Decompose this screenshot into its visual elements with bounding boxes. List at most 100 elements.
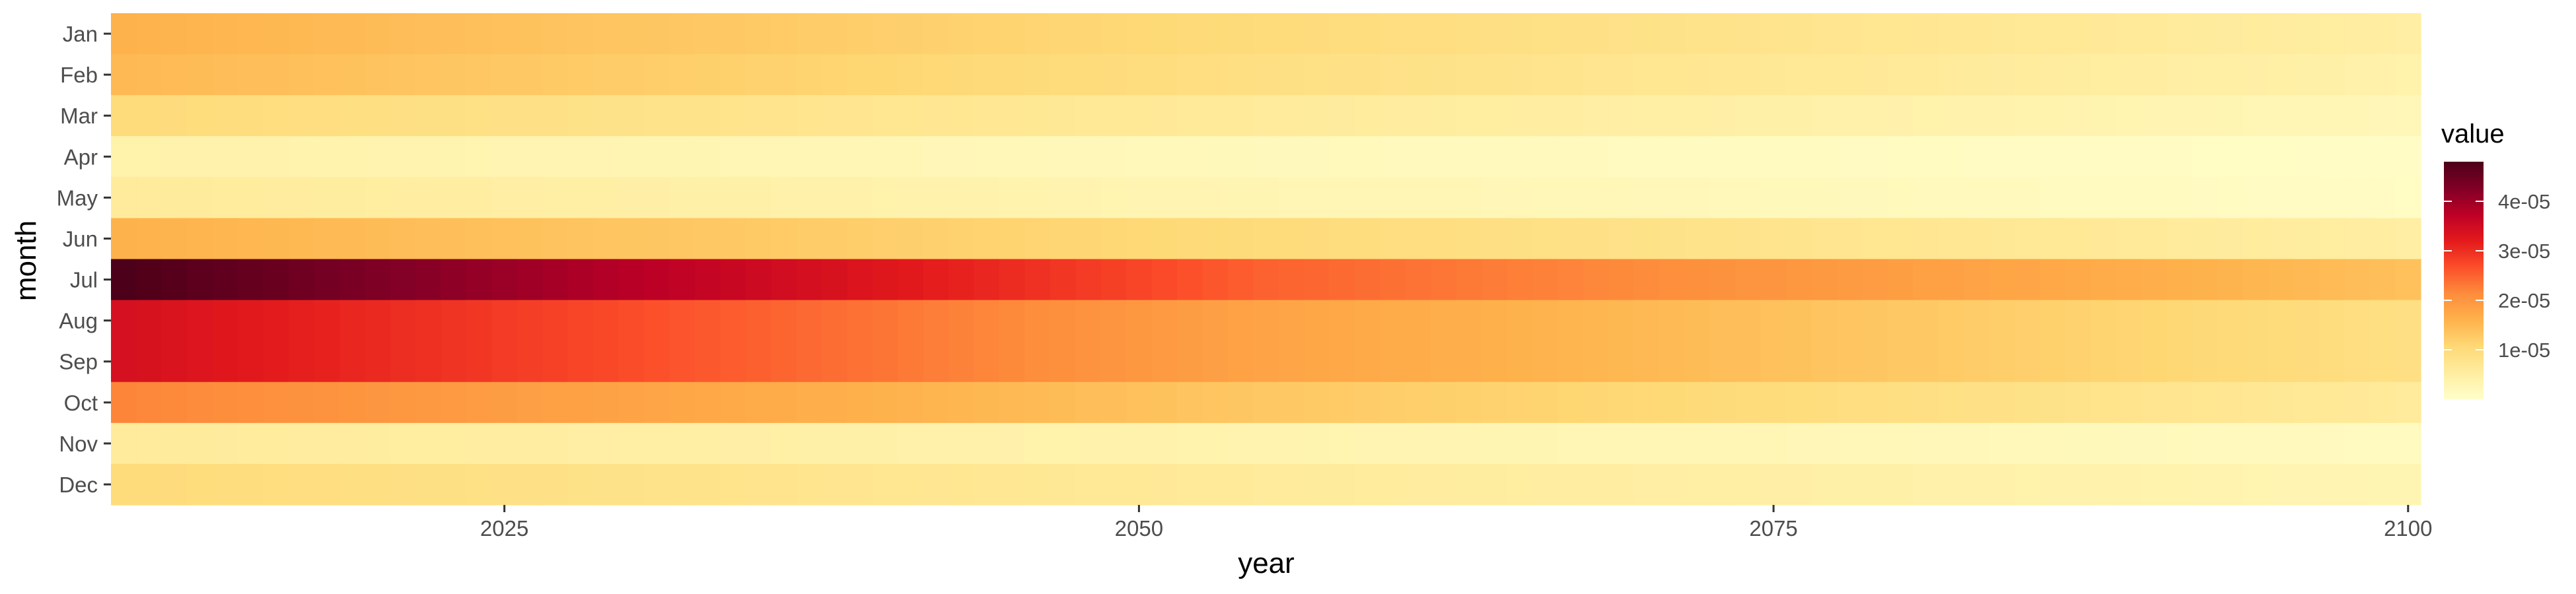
heat-cell-feb-2065 xyxy=(1507,54,1533,96)
heat-cell-jul-2097 xyxy=(2319,259,2345,301)
heat-cell-feb-2094 xyxy=(2243,54,2270,96)
heat-cell-may-2025 xyxy=(491,177,518,219)
heat-cell-jan-2091 xyxy=(2166,13,2193,55)
heat-cell-sep-2058 xyxy=(1329,341,1355,383)
heat-cell-mar-2070 xyxy=(1633,95,1660,137)
heat-cell-dec-2083 xyxy=(1964,463,1990,506)
heat-cell-jul-2089 xyxy=(2116,259,2142,301)
heat-cell-may-2069 xyxy=(1608,177,1635,219)
heat-cell-jul-2064 xyxy=(1482,259,1508,301)
heat-cell-oct-2050 xyxy=(1126,381,1153,424)
heat-cell-may-2044 xyxy=(974,177,1000,219)
heat-cell-mar-2090 xyxy=(2141,95,2168,137)
heat-cell-feb-2014 xyxy=(212,54,238,96)
heat-cell-aug-2079 xyxy=(1862,300,1888,342)
heat-cell-jan-2075 xyxy=(1760,13,1787,55)
heat-cell-aug-2044 xyxy=(974,300,1000,342)
heat-cell-dec-2075 xyxy=(1760,463,1787,506)
heat-cell-nov-2062 xyxy=(1431,422,1457,465)
heat-cell-jan-2018 xyxy=(314,13,340,55)
heat-cell-sep-2023 xyxy=(441,341,467,383)
x-tick-label-2025: 2025 xyxy=(480,516,528,541)
heat-cell-jan-2037 xyxy=(796,13,822,55)
heat-cell-apr-2086 xyxy=(2040,136,2066,178)
heat-cell-aug-2095 xyxy=(2268,300,2295,342)
heat-cell-feb-2033 xyxy=(694,54,721,96)
heat-cell-oct-2083 xyxy=(1964,381,1990,424)
heat-cell-aug-2048 xyxy=(1075,300,1102,342)
heat-cell-dec-2073 xyxy=(1710,463,1736,506)
heat-cell-jun-2055 xyxy=(1253,218,1279,260)
heat-cell-aug-2039 xyxy=(847,300,873,342)
heat-cell-feb-2035 xyxy=(745,54,771,96)
heat-cell-sep-2064 xyxy=(1482,341,1508,383)
heat-cell-nov-2089 xyxy=(2116,422,2142,465)
heat-cell-may-2024 xyxy=(466,177,493,219)
heat-cell-nov-2041 xyxy=(898,422,924,465)
heat-cell-nov-2056 xyxy=(1278,422,1305,465)
heat-cell-nov-2040 xyxy=(872,422,898,465)
heat-cell-apr-2028 xyxy=(567,136,594,178)
heat-cell-jun-2013 xyxy=(187,218,213,260)
heat-cell-mar-2010 xyxy=(111,95,137,137)
heat-cell-apr-2054 xyxy=(1227,136,1254,178)
heat-cell-mar-2031 xyxy=(644,95,670,137)
heat-cell-feb-2060 xyxy=(1380,54,1406,96)
heat-cell-jul-2028 xyxy=(567,259,594,301)
heat-cell-mar-2054 xyxy=(1227,95,1254,137)
heat-cell-jun-2093 xyxy=(2217,218,2244,260)
heat-cell-mar-2075 xyxy=(1760,95,1787,137)
heat-cell-may-2017 xyxy=(289,177,315,219)
heat-cell-oct-2061 xyxy=(1405,381,1431,424)
heat-cell-jun-2045 xyxy=(999,218,1026,260)
heat-cell-jun-2085 xyxy=(2015,218,2041,260)
heat-cell-aug-2081 xyxy=(1913,300,1939,342)
heat-cell-nov-2028 xyxy=(567,422,594,465)
heat-cell-mar-2040 xyxy=(872,95,898,137)
heat-cell-dec-2098 xyxy=(2344,463,2371,506)
heat-cell-aug-2072 xyxy=(1684,300,1711,342)
heat-cell-may-2049 xyxy=(1100,177,1127,219)
heat-cell-jun-2046 xyxy=(1024,218,1051,260)
heat-cell-may-2092 xyxy=(2192,177,2219,219)
heat-cell-oct-2013 xyxy=(187,381,213,424)
heat-cell-nov-2045 xyxy=(999,422,1026,465)
heat-cell-jul-2081 xyxy=(1913,259,1939,301)
heat-cell-sep-2079 xyxy=(1862,341,1888,383)
heat-cell-dec-2021 xyxy=(390,463,416,506)
heat-cell-aug-2067 xyxy=(1557,300,1584,342)
heat-cell-apr-2016 xyxy=(263,136,289,178)
heat-cell-aug-2069 xyxy=(1608,300,1635,342)
heat-cell-dec-2050 xyxy=(1126,463,1153,506)
heat-cell-may-2048 xyxy=(1075,177,1102,219)
heat-cell-may-2065 xyxy=(1507,177,1533,219)
heat-cell-apr-2011 xyxy=(136,136,162,178)
heat-cell-dec-2017 xyxy=(289,463,315,506)
heat-cell-jun-2060 xyxy=(1380,218,1406,260)
heat-cell-jul-2017 xyxy=(289,259,315,301)
heat-cell-apr-2045 xyxy=(999,136,1026,178)
heat-cell-nov-2039 xyxy=(847,422,873,465)
heat-cell-aug-2080 xyxy=(1888,300,1914,342)
heat-cell-jul-2038 xyxy=(822,259,848,301)
heat-cell-mar-2023 xyxy=(441,95,467,137)
heat-cell-sep-2036 xyxy=(771,341,797,383)
heat-cell-apr-2080 xyxy=(1888,136,1914,178)
heat-cell-jun-2051 xyxy=(1151,218,1178,260)
heat-cell-jul-2066 xyxy=(1532,259,1559,301)
heat-cell-jun-2029 xyxy=(593,218,620,260)
heat-cell-nov-2100 xyxy=(2395,422,2421,465)
heat-cell-apr-2060 xyxy=(1380,136,1406,178)
heat-cell-sep-2053 xyxy=(1202,341,1229,383)
heat-cell-nov-2073 xyxy=(1710,422,1736,465)
heat-cell-jul-2052 xyxy=(1177,259,1203,301)
heat-cell-nov-2027 xyxy=(542,422,569,465)
heat-cell-sep-2073 xyxy=(1710,341,1736,383)
heat-cell-may-2099 xyxy=(2370,177,2396,219)
heat-cell-dec-2096 xyxy=(2293,463,2320,506)
heat-cell-jan-2046 xyxy=(1024,13,1051,55)
heat-cell-feb-2072 xyxy=(1684,54,1711,96)
heat-cell-feb-2051 xyxy=(1151,54,1178,96)
heat-cell-aug-2024 xyxy=(466,300,493,342)
heat-cell-nov-2054 xyxy=(1227,422,1254,465)
